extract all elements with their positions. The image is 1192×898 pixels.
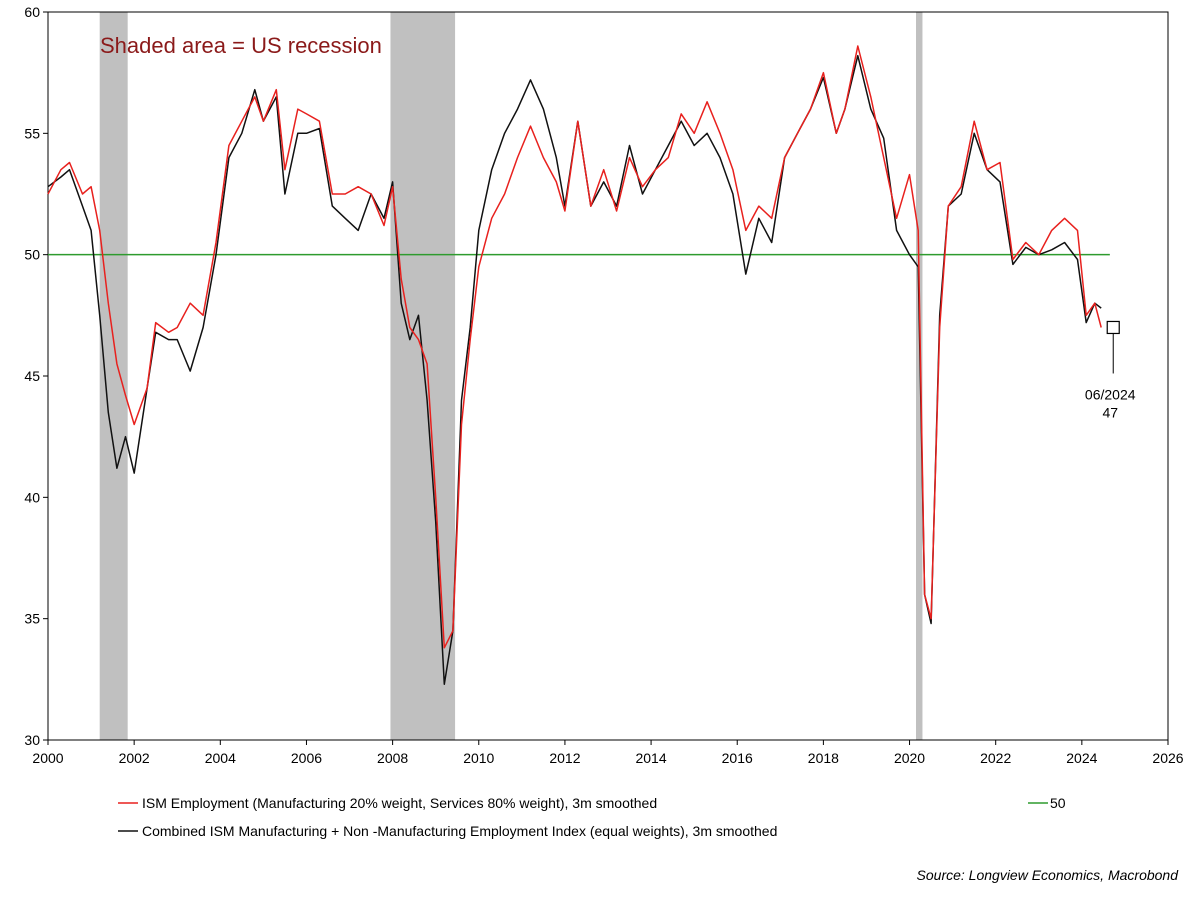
y-tick-label-40: 40 xyxy=(24,489,40,505)
x-tick-label-2018: 2018 xyxy=(808,750,839,766)
legend-label-combined-ism: Combined ISM Manufacturing + Non -Manufa… xyxy=(142,823,777,839)
series-line-1 xyxy=(48,56,1101,685)
y-tick-label-35: 35 xyxy=(24,611,40,627)
series-lines xyxy=(48,46,1101,684)
y-tick-label-50: 50 xyxy=(24,247,40,263)
x-tick-label-2024: 2024 xyxy=(1066,750,1097,766)
y-tick-label-30: 30 xyxy=(24,732,40,748)
x-tick-label-2012: 2012 xyxy=(549,750,580,766)
callout-value: 47 xyxy=(1102,404,1118,420)
source-note: Source: Longview Economics, Macrobond xyxy=(917,867,1180,883)
x-tick-label-2006: 2006 xyxy=(291,750,322,766)
x-tick-label-2010: 2010 xyxy=(463,750,494,766)
y-tick-label-60: 60 xyxy=(24,4,40,20)
recession-band-0 xyxy=(100,12,128,740)
recession-band-1 xyxy=(390,12,455,740)
callout-date: 06/2024 xyxy=(1085,386,1136,402)
series-line-0 xyxy=(48,46,1101,648)
x-tick-label-2016: 2016 xyxy=(722,750,753,766)
y-tick-label-55: 55 xyxy=(24,125,40,141)
y-axis: 30 35 40 45 50 55 60 xyxy=(24,4,48,748)
x-tick-label-2008: 2008 xyxy=(377,750,408,766)
y-tick-label-45: 45 xyxy=(24,368,40,384)
latest-value-callout: 06/2024 47 xyxy=(1085,321,1136,420)
x-tick-label-2022: 2022 xyxy=(980,750,1011,766)
callout-marker xyxy=(1107,321,1119,333)
ism-employment-chart: 2000 2002 2004 2006 2008 2010 2012 2014 2016 2018… xyxy=(0,0,1192,898)
legend-label-50: 50 xyxy=(1050,795,1066,811)
x-tick-label-2014: 2014 xyxy=(635,750,666,766)
x-tick-label-2002: 2002 xyxy=(119,750,150,766)
x-tick-label-2020: 2020 xyxy=(894,750,925,766)
x-axis: 2000 2002 2004 2006 2008 2010 2012 2014 2016 2018… xyxy=(32,740,1183,766)
legend: ISM Employment (Manufacturing 20% weight… xyxy=(118,795,1066,839)
legend-label-ism-employment: ISM Employment (Manufacturing 20% weight… xyxy=(142,795,657,811)
x-tick-label-2004: 2004 xyxy=(205,750,236,766)
x-tick-label-2026: 2026 xyxy=(1152,750,1183,766)
plot-frame xyxy=(48,12,1168,740)
x-tick-label-2000: 2000 xyxy=(32,750,63,766)
recession-note: Shaded area = US recession xyxy=(100,33,382,58)
